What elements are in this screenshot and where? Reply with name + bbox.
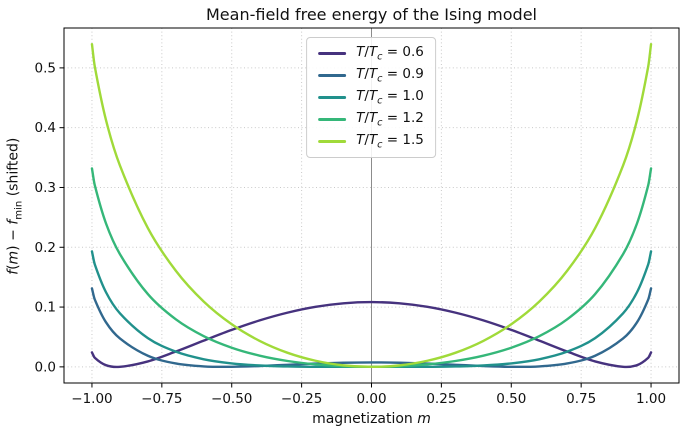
- x-tick-label: −0.75: [141, 391, 182, 407]
- x-tick-label: 0.75: [566, 391, 596, 407]
- legend-line-sample: [318, 74, 347, 77]
- x-tick-label: −0.25: [281, 391, 322, 407]
- label-segment: T: [356, 66, 365, 83]
- legend-item: T/Tc = 1.0: [318, 88, 424, 107]
- label-segment: /: [364, 66, 369, 83]
- label-segment: T: [356, 88, 365, 105]
- label-segment: T: [368, 44, 378, 61]
- label-segment: f: [5, 269, 22, 275]
- label-segment: c: [377, 51, 383, 63]
- legend-label: T/Tc = 1.5: [356, 132, 424, 150]
- label-segment: = 1.2: [382, 110, 424, 127]
- label-segment: = 1.5: [382, 132, 424, 149]
- legend-line-sample: [318, 52, 347, 55]
- curve-t-1.5: [90, 42, 653, 369]
- legend-line-sample: [318, 140, 347, 143]
- label-segment: −: [5, 224, 22, 246]
- label-segment: /: [364, 110, 369, 127]
- label-segment: m: [417, 411, 431, 427]
- y-tick-label: 0.0: [35, 359, 56, 375]
- label-segment: T: [368, 66, 378, 83]
- x-axis-label: magnetization m: [64, 411, 679, 427]
- legend-item: T/Tc = 1.2: [318, 110, 424, 129]
- y-axis-label: f(m) − fmin (shifted): [6, 120, 25, 292]
- label-segment: ): [5, 245, 22, 251]
- legend-label: T/Tc = 0.6: [356, 44, 424, 62]
- label-segment: m: [5, 250, 22, 265]
- label-segment: = 1.0: [382, 88, 424, 105]
- label-segment: min: [13, 200, 25, 220]
- x-tick-label: 0.50: [496, 391, 526, 407]
- label-segment: T: [356, 110, 365, 127]
- label-segment: T: [356, 44, 365, 61]
- label-segment: magnetization: [312, 411, 418, 427]
- label-segment: T: [368, 132, 378, 149]
- legend-label: T/Tc = 1.2: [356, 110, 424, 128]
- label-segment: f: [5, 219, 22, 225]
- label-segment: = 0.9: [382, 66, 424, 83]
- label-segment: /: [364, 132, 369, 149]
- legend-line-sample: [318, 118, 347, 121]
- x-tick-label: 0.00: [356, 391, 386, 407]
- legend-label: T/Tc = 0.9: [356, 66, 424, 84]
- y-tick-label: 0.5: [35, 60, 56, 76]
- label-segment: (shifted): [5, 137, 22, 201]
- label-segment: c: [377, 117, 383, 129]
- x-tick-label: −1.00: [71, 391, 112, 407]
- legend: T/Tc = 0.6 T/Tc = 0.9 T/Tc = 1.0 T/Tc = 1.2…: [306, 37, 436, 158]
- label-segment: /: [364, 88, 369, 105]
- label-segment: /: [364, 44, 369, 61]
- x-tick-label: 1.00: [636, 391, 666, 407]
- y-tick-label: 0.2: [35, 240, 56, 256]
- legend-item: T/Tc = 0.6: [318, 44, 424, 63]
- label-segment: = 0.6: [382, 44, 424, 61]
- chart-title: Mean-field free energy of the Ising mode…: [206, 5, 537, 24]
- x-tick-label: −0.50: [211, 391, 252, 407]
- legend-line-sample: [318, 96, 347, 99]
- y-tick-label: 0.4: [35, 120, 56, 136]
- y-tick-label: 0.1: [35, 300, 56, 316]
- curve-t-0.9: [90, 287, 653, 369]
- legend-item: T/Tc = 0.9: [318, 66, 424, 85]
- label-segment: c: [377, 73, 383, 85]
- label-segment: (: [5, 264, 22, 270]
- curve-t-0.6: [90, 300, 653, 369]
- x-tick-label: 0.25: [426, 391, 456, 407]
- label-segment: T: [356, 132, 365, 149]
- label-segment: T: [368, 88, 378, 105]
- y-tick-label: 0.3: [35, 180, 56, 196]
- legend-item: T/Tc = 1.5: [318, 132, 424, 151]
- label-segment: c: [377, 139, 383, 151]
- label-segment: T: [368, 110, 378, 127]
- legend-label: T/Tc = 1.0: [356, 88, 424, 106]
- label-segment: c: [377, 95, 383, 107]
